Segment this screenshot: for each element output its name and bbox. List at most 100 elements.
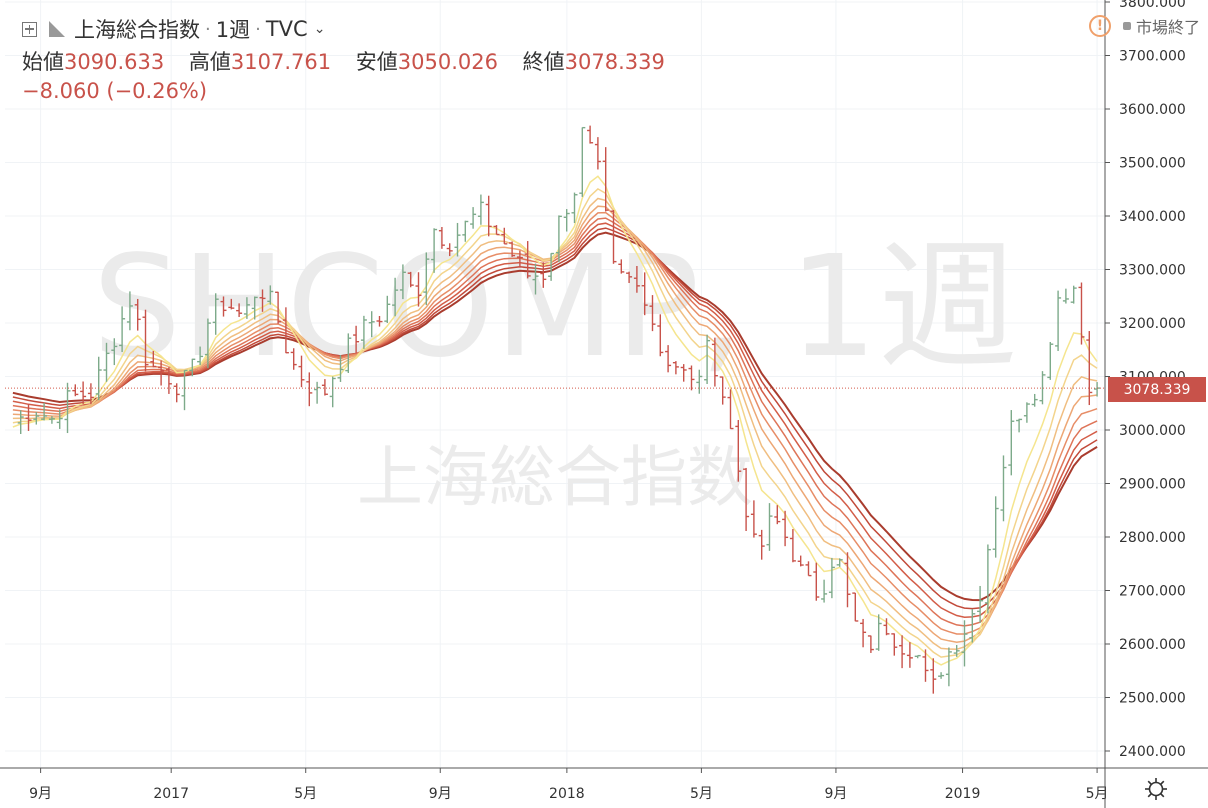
ohlc-bar (431, 228, 438, 273)
alert-icon[interactable]: ! (1088, 15, 1111, 37)
ohlc-bar (860, 618, 867, 648)
ohlc-bar (875, 614, 882, 651)
ohlc-bar (899, 635, 906, 669)
ohlc-bar (17, 410, 24, 435)
ohlc-bar (236, 303, 243, 317)
ohlc-bar (220, 296, 227, 317)
time-tick-label: 5月 (294, 786, 317, 802)
ohlc-bar (95, 356, 102, 401)
ohlc-bar (922, 649, 929, 682)
ohlc-bar (111, 338, 118, 366)
ohlc-bar (415, 272, 422, 307)
ribbon-line (12, 175, 1098, 666)
ohlc-bar (1031, 393, 1038, 407)
ohlc-bar (25, 404, 32, 431)
ohlc-bar (906, 642, 913, 668)
ohlc-bar (80, 381, 87, 404)
ohlc-bar (821, 579, 828, 603)
ohlc-bar (563, 209, 570, 232)
ohlc-bar (454, 222, 461, 257)
ohlc-bar (87, 383, 94, 405)
ohlc-bar (782, 510, 789, 547)
ohlc-bar (470, 207, 477, 229)
chevron-down-icon[interactable]: ⌄ (313, 21, 326, 37)
ohlc-bar (462, 220, 469, 242)
ohlc-bar (766, 503, 773, 551)
price-tick-label: 2600.000 (1119, 637, 1186, 653)
ohlc-bar (298, 355, 305, 388)
ohlc-bar (914, 654, 921, 659)
ohlc-bar (173, 383, 180, 403)
ohlc-bar (189, 358, 196, 377)
ohlc-bar (587, 125, 594, 144)
ohlc-bar (610, 210, 617, 264)
ohlc-bar (56, 409, 63, 429)
ribbon-line (12, 227, 1098, 610)
ohlc-bar (1086, 331, 1093, 406)
ohlc-bar (1070, 285, 1077, 304)
price-tick-label: 3600.000 (1119, 102, 1186, 118)
price-tick-label: 2500.000 (1119, 691, 1186, 707)
time-tick-label: 2017 (153, 786, 189, 802)
ohlc-bar (314, 381, 321, 404)
expand-icon[interactable] (22, 21, 37, 37)
ohlc-bar (197, 346, 204, 366)
settings-icon[interactable] (1143, 776, 1169, 802)
ohlc-bar (704, 334, 711, 384)
ohlc-bar (540, 262, 547, 288)
price-tick-label: 3500.000 (1119, 156, 1186, 172)
time-tick-label: 5月 (690, 786, 713, 802)
ohlc-bar (891, 633, 898, 656)
ohlc-bar (1047, 341, 1054, 380)
ohlc-bar (938, 672, 945, 679)
ohlc-bar (805, 561, 812, 577)
symbol-row: 上海総合指数 · 1週 · TVC ⌄ (22, 14, 325, 44)
ohlc-bar (228, 298, 235, 310)
ohlc-bar (119, 306, 126, 353)
ohlc-bar (337, 355, 344, 382)
ohlc-bar (376, 316, 383, 327)
ohlc-bar (446, 243, 453, 257)
ohlc-bar (150, 350, 157, 368)
ohlc-bar (329, 376, 336, 408)
ohlc-bar (1023, 402, 1030, 423)
ohlc-bar (984, 544, 991, 614)
interval-label[interactable]: 1週 (215, 18, 251, 42)
ohlc-bar (353, 325, 360, 354)
price-tick-label: 3400.000 (1119, 209, 1186, 225)
price-tick-label: 2700.000 (1119, 584, 1186, 600)
price-tick-label: 2900.000 (1119, 477, 1186, 493)
ohlc-bar (134, 298, 141, 331)
ohlc-bar (368, 311, 375, 338)
ohlc-bar (360, 315, 367, 349)
ohlc-bar (423, 252, 430, 306)
ohlc-bar (282, 307, 289, 354)
ohlc-bar (1016, 418, 1023, 433)
flag-icon[interactable] (49, 21, 65, 37)
ohlc-bar (602, 147, 609, 212)
ohlc-bar (275, 291, 282, 324)
ohlc-bar (774, 505, 781, 525)
ohlc-bar (243, 297, 250, 319)
ohlc-bar (665, 345, 672, 373)
ohlc-bar (1094, 382, 1101, 397)
ohlc-bar (1000, 455, 1007, 522)
ohlc-bar (509, 241, 516, 257)
time-tick-label: 2018 (549, 786, 585, 802)
ohlc-bar (485, 195, 492, 237)
ohlc-bar (1062, 288, 1069, 304)
ohlc-bar (142, 309, 149, 372)
ohlc-bar (532, 263, 539, 295)
ohlc-bar (852, 592, 859, 622)
ohlc-bar (945, 647, 952, 687)
ohlc-bar (758, 529, 765, 560)
ohlc-bar (633, 265, 640, 293)
price-tick-label: 3700.000 (1119, 49, 1186, 65)
watermark-name: 上海総合指数 (357, 439, 753, 516)
ohlc-bar (64, 382, 71, 434)
ohlc-bar (306, 372, 313, 407)
ohlc-bar (626, 271, 633, 284)
ohlc-bar (743, 467, 750, 532)
